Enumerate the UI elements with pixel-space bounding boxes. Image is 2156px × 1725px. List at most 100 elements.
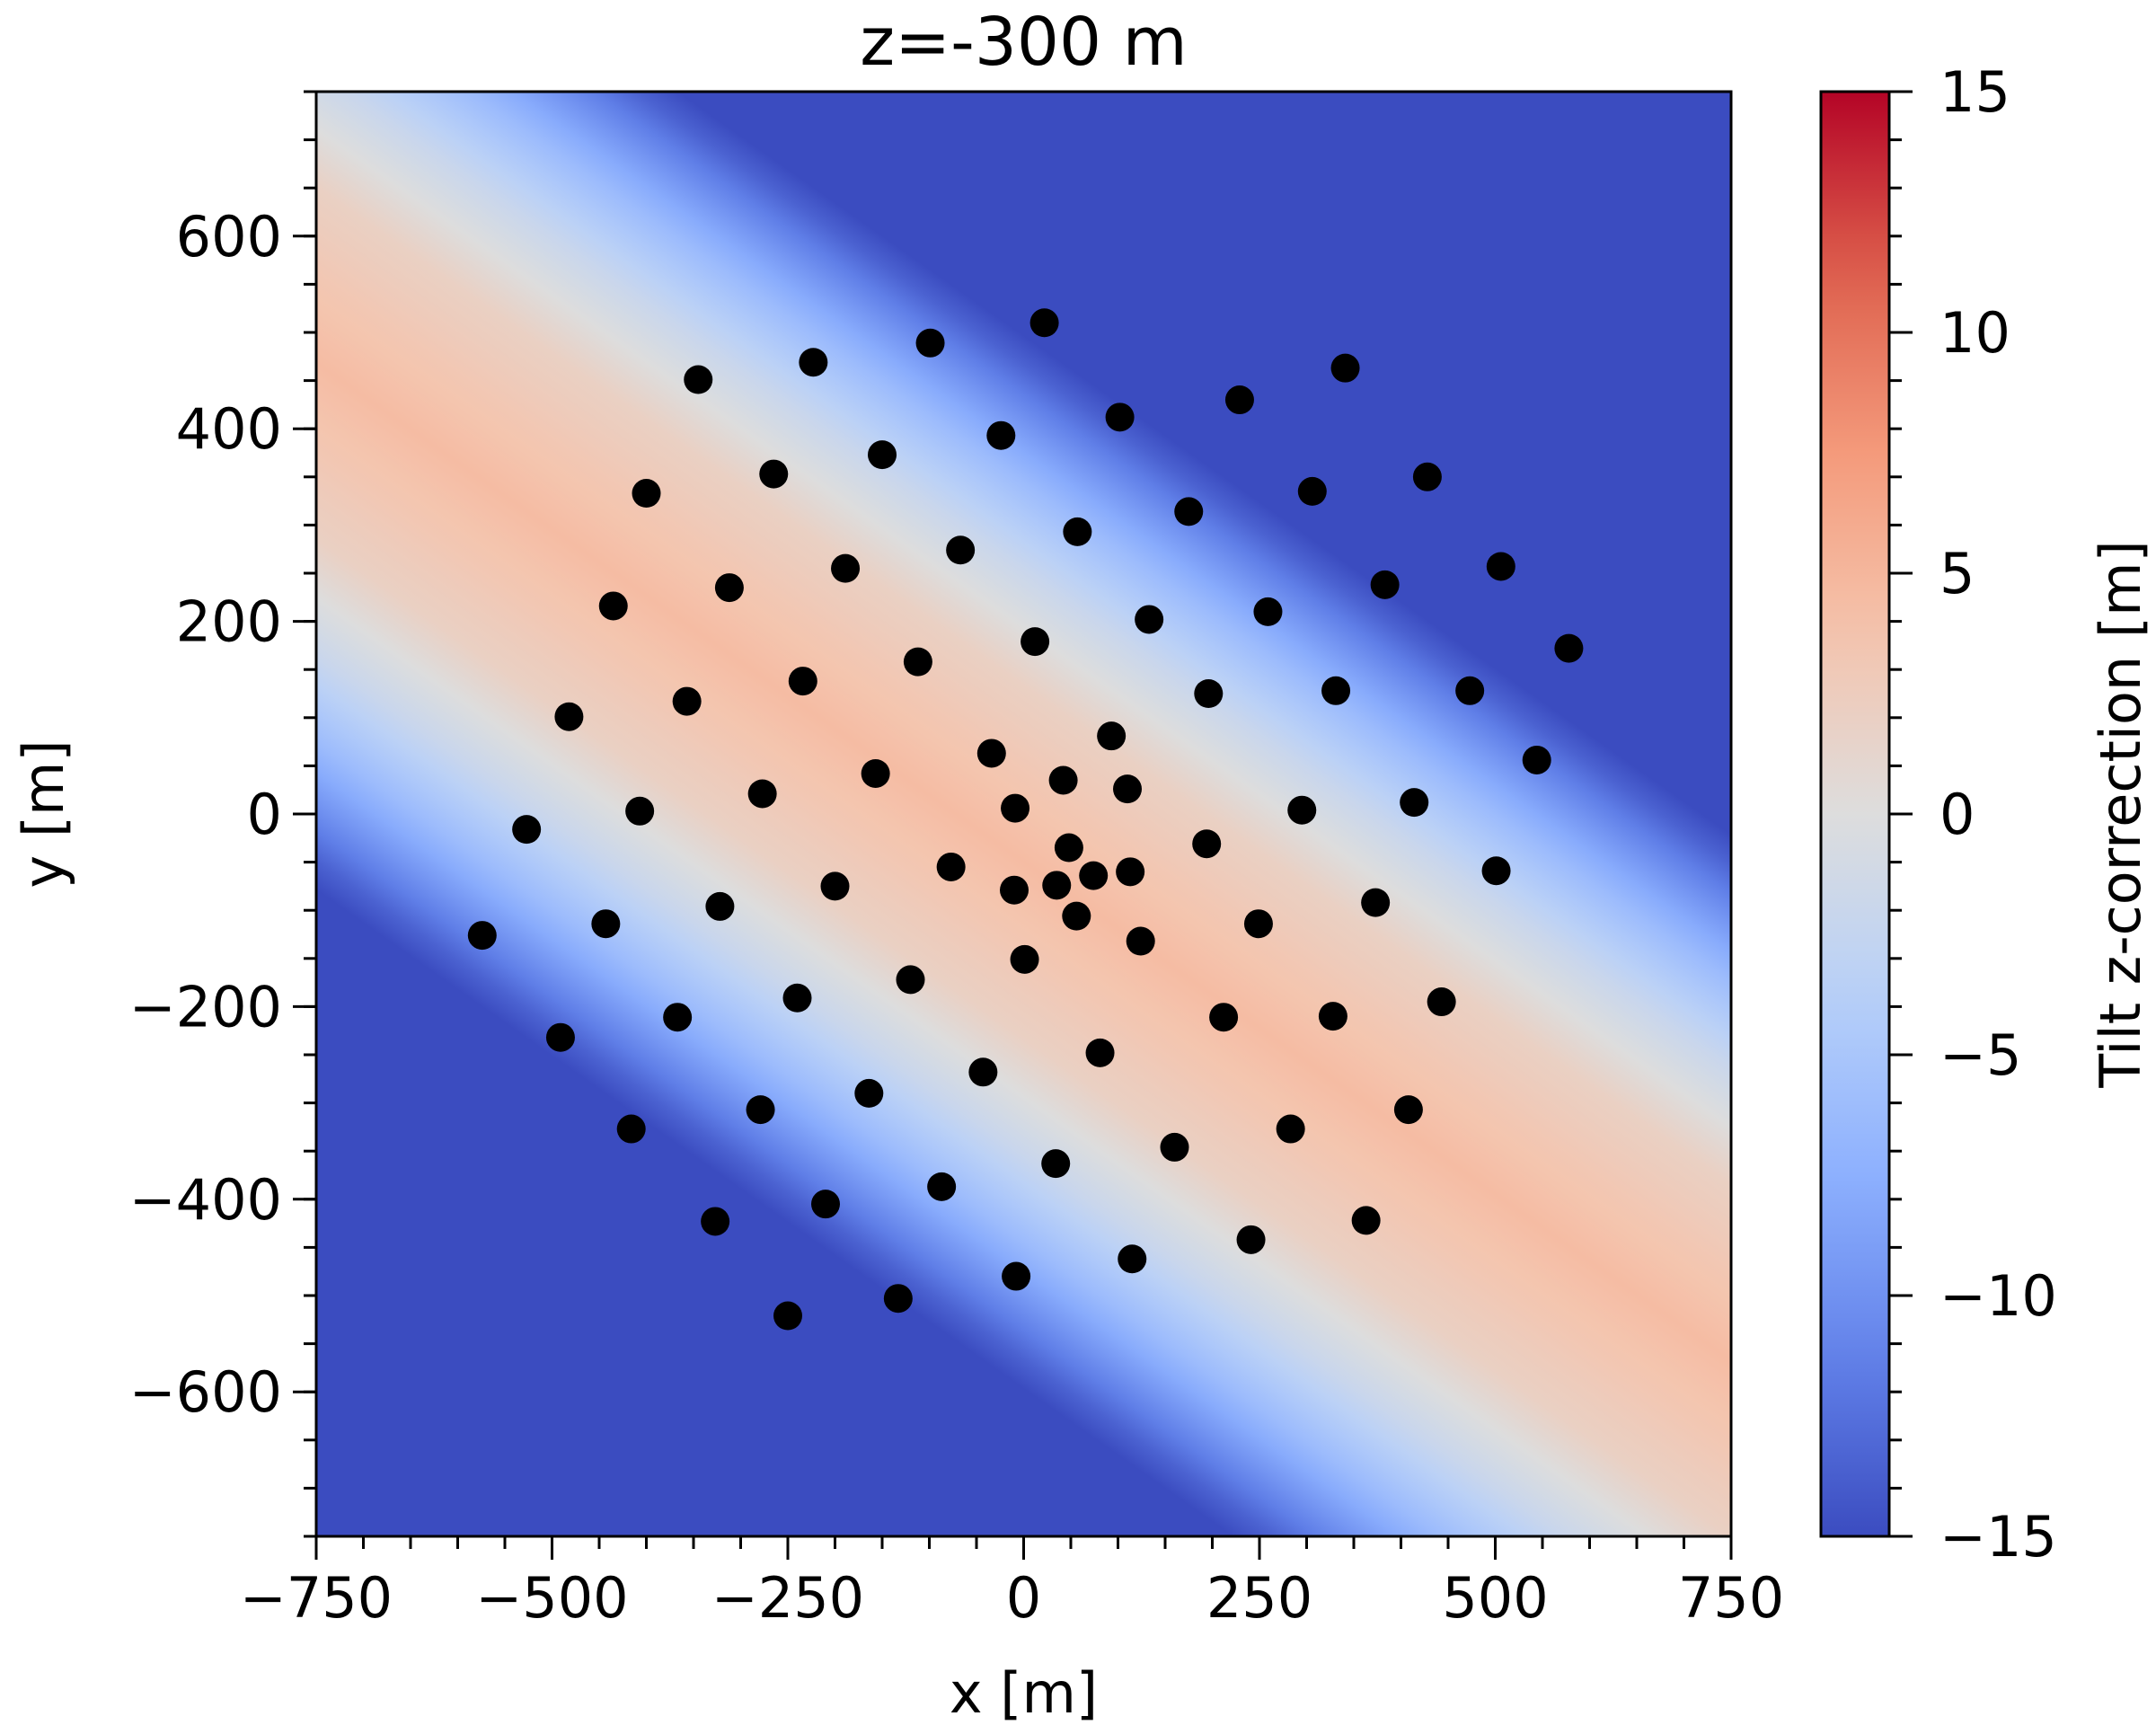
y-axis: −600 −400 −200 0 200 400 600 bbox=[129, 90, 316, 1538]
data-point bbox=[903, 647, 932, 677]
data-point bbox=[1001, 793, 1030, 823]
data-point bbox=[1361, 888, 1391, 917]
y-axis-label: y [m] bbox=[11, 739, 76, 888]
colorbar-tick-label: −10 bbox=[1940, 1263, 2057, 1329]
y-tick-label: 200 bbox=[176, 589, 282, 655]
data-point bbox=[1224, 385, 1254, 415]
data-point bbox=[1486, 552, 1515, 581]
x-tick-label: 500 bbox=[1442, 1565, 1548, 1631]
data-point bbox=[1097, 721, 1127, 751]
data-point bbox=[1174, 497, 1204, 526]
colorbar-tick-label: 5 bbox=[1940, 541, 1975, 606]
data-point bbox=[1455, 676, 1485, 705]
data-point bbox=[1393, 1095, 1423, 1125]
data-point bbox=[1412, 462, 1442, 491]
data-point bbox=[799, 348, 828, 377]
data-point bbox=[1522, 745, 1551, 774]
colorbar: −15 −10 −5 0 5 10 15 Tilt z-correction [m] bbox=[1819, 59, 2153, 1570]
colorbar-tick-label: 0 bbox=[1940, 782, 1975, 847]
data-point bbox=[883, 1284, 913, 1314]
y-tick-label: −200 bbox=[129, 974, 282, 1039]
data-point bbox=[1427, 987, 1456, 1017]
data-point bbox=[946, 535, 976, 565]
data-point bbox=[915, 328, 945, 358]
data-point bbox=[1063, 517, 1092, 546]
data-point bbox=[1276, 1114, 1305, 1144]
data-point bbox=[616, 1114, 646, 1144]
data-point bbox=[747, 779, 777, 809]
data-point bbox=[1113, 774, 1142, 804]
data-point bbox=[1105, 402, 1135, 432]
colorbar-label: Tilt z-correction [m] bbox=[2088, 540, 2153, 1088]
data-point bbox=[896, 965, 925, 995]
data-point bbox=[684, 365, 713, 394]
data-point bbox=[701, 1207, 730, 1236]
data-point bbox=[1048, 765, 1078, 795]
x-tick-label: −500 bbox=[475, 1565, 628, 1631]
data-point bbox=[1041, 1149, 1071, 1179]
data-point bbox=[1010, 944, 1039, 974]
data-point bbox=[861, 758, 890, 788]
data-point bbox=[598, 591, 628, 621]
data-point bbox=[512, 815, 542, 845]
data-point bbox=[1330, 353, 1360, 383]
y-tick-label: 600 bbox=[176, 204, 282, 270]
data-point bbox=[936, 852, 966, 881]
data-point bbox=[545, 1022, 575, 1052]
x-axis-label: x [m] bbox=[950, 1660, 1098, 1725]
data-point bbox=[1029, 308, 1059, 338]
y-tick-label: −600 bbox=[129, 1359, 282, 1425]
data-point bbox=[1054, 833, 1083, 862]
data-point bbox=[632, 479, 661, 509]
data-point bbox=[1253, 597, 1283, 626]
data-point bbox=[1002, 1261, 1031, 1291]
data-point bbox=[705, 891, 735, 921]
data-point bbox=[1370, 570, 1400, 599]
data-point bbox=[1287, 795, 1317, 825]
data-point bbox=[1085, 1038, 1115, 1067]
colorbar-tick-label: −15 bbox=[1940, 1504, 2057, 1570]
data-point bbox=[467, 921, 497, 951]
x-tick-label: −250 bbox=[711, 1565, 864, 1631]
chart-title: z=-300 m bbox=[860, 4, 1187, 81]
data-point bbox=[927, 1172, 957, 1201]
data-point bbox=[1236, 1225, 1266, 1254]
data-point bbox=[1400, 788, 1429, 818]
data-point bbox=[773, 1301, 802, 1331]
data-point bbox=[1062, 901, 1091, 931]
data-point bbox=[811, 1190, 840, 1219]
x-tick-label: 750 bbox=[1678, 1565, 1784, 1631]
data-point bbox=[976, 739, 1006, 768]
colorbar-ticks: −15 −10 −5 0 5 10 15 bbox=[1889, 59, 2057, 1570]
data-point bbox=[1321, 676, 1351, 705]
data-point bbox=[1194, 679, 1224, 708]
y-tick-label: 0 bbox=[247, 782, 282, 847]
colorbar-gradient-bar bbox=[1821, 92, 1889, 1536]
data-point bbox=[672, 686, 702, 716]
x-tick-label: −750 bbox=[240, 1565, 393, 1631]
x-axis: −750 −500 −250 0 250 500 750 bbox=[240, 1536, 1784, 1631]
data-point bbox=[788, 667, 817, 696]
data-point bbox=[1116, 857, 1145, 887]
data-point bbox=[554, 702, 584, 731]
x-tick-label: 250 bbox=[1206, 1565, 1312, 1631]
data-point bbox=[1160, 1132, 1189, 1162]
data-point bbox=[831, 553, 861, 583]
data-point bbox=[1481, 856, 1511, 886]
data-point bbox=[714, 573, 744, 603]
data-point bbox=[663, 1003, 693, 1032]
data-point bbox=[591, 909, 621, 939]
colorbar-tick-label: −5 bbox=[1940, 1022, 2021, 1088]
data-point bbox=[625, 796, 655, 826]
colorbar-tick-label: 15 bbox=[1940, 59, 2010, 125]
data-point bbox=[1079, 861, 1109, 890]
data-point bbox=[1318, 1002, 1348, 1031]
y-tick-label: −400 bbox=[129, 1167, 282, 1233]
data-point bbox=[1135, 605, 1164, 634]
data-point bbox=[1209, 1003, 1239, 1032]
data-point bbox=[1118, 1244, 1147, 1274]
data-point bbox=[986, 420, 1016, 450]
data-point bbox=[1554, 633, 1584, 663]
colorbar-tick-label: 10 bbox=[1940, 300, 2010, 366]
